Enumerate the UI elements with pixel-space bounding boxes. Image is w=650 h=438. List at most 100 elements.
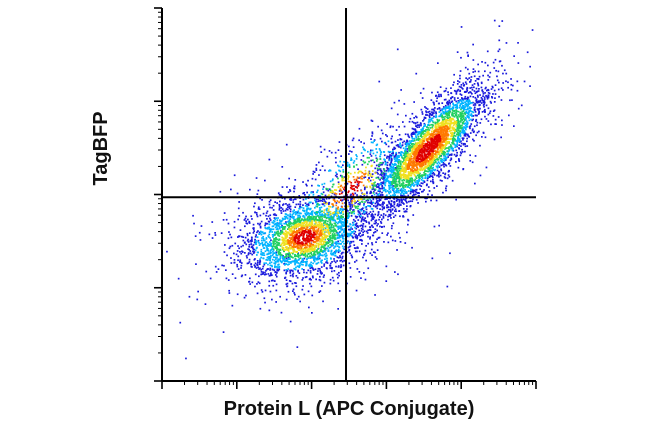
data-point	[349, 150, 351, 152]
data-point	[452, 106, 455, 108]
data-point	[456, 143, 458, 146]
data-point	[476, 121, 479, 124]
data-point	[370, 149, 372, 152]
data-point	[407, 180, 410, 183]
data-point	[325, 252, 327, 255]
data-point	[458, 106, 461, 109]
data-point	[493, 109, 496, 112]
data-point	[349, 252, 351, 255]
data-point	[341, 199, 343, 202]
data-point	[428, 161, 431, 164]
data-point	[328, 227, 331, 230]
data-point	[398, 184, 401, 187]
data-point	[455, 100, 458, 103]
data-point	[486, 95, 488, 98]
data-point	[273, 262, 276, 265]
data-point	[409, 192, 412, 195]
data-point	[399, 162, 402, 165]
data-point	[286, 206, 289, 209]
data-point	[464, 143, 466, 145]
data-point	[441, 125, 444, 127]
data-point	[365, 211, 368, 214]
data-point	[405, 200, 407, 203]
data-point	[312, 218, 315, 221]
data-point	[362, 207, 364, 210]
data-point	[339, 260, 342, 262]
data-point	[326, 259, 328, 262]
data-point	[330, 257, 332, 260]
data-point	[439, 155, 441, 157]
data-point	[334, 261, 337, 264]
data-point	[484, 61, 487, 64]
data-point	[197, 290, 199, 293]
data-point	[353, 210, 355, 213]
data-point	[349, 207, 352, 210]
data-point	[288, 225, 291, 227]
data-point	[324, 227, 327, 230]
data-point	[449, 144, 452, 146]
data-point	[309, 250, 311, 253]
data-point	[360, 220, 363, 223]
data-point	[429, 169, 432, 172]
data-point	[443, 159, 445, 162]
data-point	[414, 143, 416, 146]
data-point	[516, 89, 519, 92]
data-point	[339, 227, 341, 230]
data-point	[378, 168, 381, 171]
data-point	[431, 163, 434, 166]
data-point	[381, 208, 384, 211]
data-point	[313, 171, 316, 173]
data-point	[277, 228, 279, 230]
data-point	[377, 211, 380, 214]
data-point	[410, 140, 413, 142]
data-point	[468, 126, 471, 128]
data-point	[492, 93, 494, 95]
data-point	[472, 96, 475, 98]
data-point	[371, 234, 374, 237]
data-point	[435, 95, 437, 97]
data-point	[411, 127, 414, 130]
data-point	[259, 232, 262, 235]
data-point	[354, 235, 357, 238]
data-point	[398, 177, 400, 179]
data-point	[388, 175, 390, 178]
data-point	[476, 124, 478, 127]
data-point	[421, 169, 424, 171]
data-point	[394, 191, 397, 194]
data-point	[278, 235, 281, 237]
data-point	[485, 166, 488, 169]
data-point	[245, 220, 247, 222]
data-point	[436, 162, 439, 165]
data-point	[331, 267, 333, 269]
data-point	[248, 280, 251, 283]
data-point	[272, 222, 275, 224]
data-point	[447, 156, 449, 158]
data-point	[409, 205, 412, 208]
data-point	[450, 107, 453, 110]
data-point	[445, 139, 447, 142]
data-point	[450, 158, 453, 161]
data-point	[397, 170, 399, 173]
data-point	[233, 252, 235, 255]
data-point	[447, 174, 450, 176]
data-point	[466, 88, 468, 90]
data-point	[474, 114, 477, 117]
data-point	[296, 265, 299, 268]
data-point	[319, 269, 321, 272]
data-point	[294, 220, 297, 223]
data-point	[434, 122, 437, 125]
data-point	[263, 262, 266, 265]
data-point	[391, 181, 394, 183]
data-point	[371, 173, 374, 175]
data-point	[350, 198, 352, 201]
data-point	[447, 107, 449, 109]
data-point	[378, 148, 381, 150]
data-point	[258, 275, 260, 278]
data-point	[262, 237, 265, 240]
data-point	[400, 189, 403, 192]
data-point	[291, 282, 294, 285]
data-point	[387, 167, 390, 170]
data-point	[512, 84, 514, 87]
data-point	[282, 226, 285, 228]
data-point	[330, 226, 333, 229]
